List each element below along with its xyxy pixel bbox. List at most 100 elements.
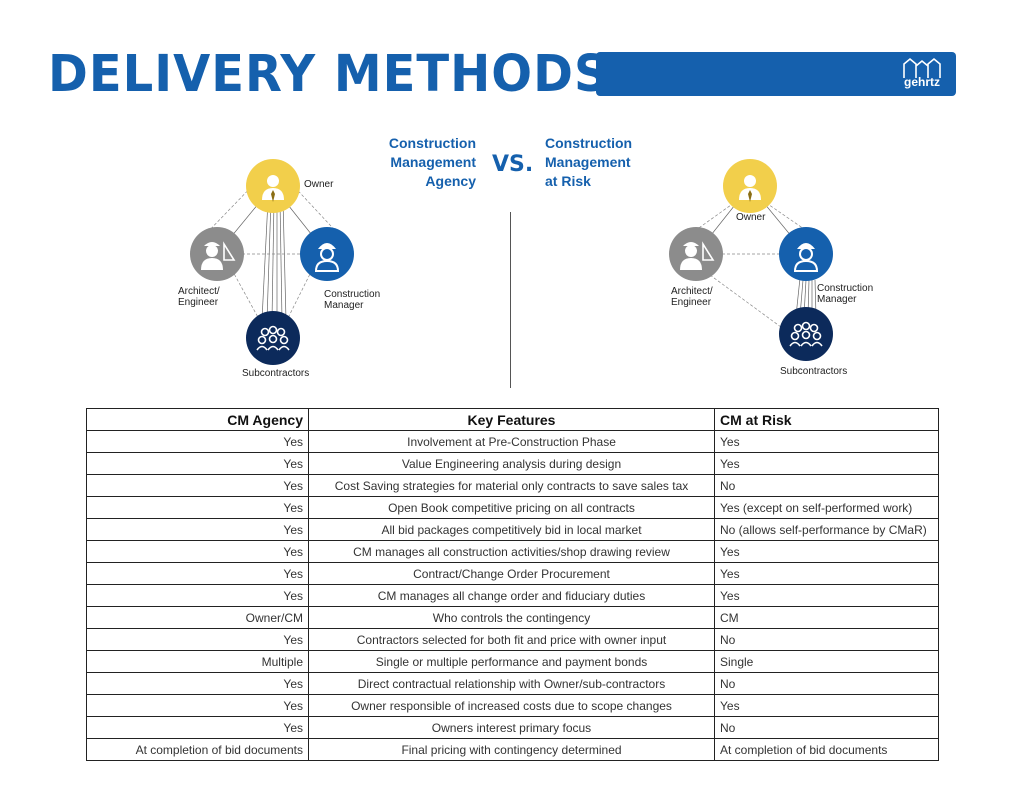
owner-icon — [262, 175, 284, 202]
cm-agency-cell: Owner/CM — [86, 606, 309, 629]
key-feature-cell: Direct contractual relationship with Own… — [308, 672, 715, 695]
cm-at-risk-cell: No — [714, 672, 939, 695]
cm-agency-cell: Yes — [86, 628, 309, 651]
table-header-row: CM Agency Key Features CM at Risk — [86, 408, 939, 431]
key-feature-cell: All bid packages competitively bid in lo… — [308, 518, 715, 541]
key-feature-cell: Who controls the contingency — [308, 606, 715, 629]
key-feature-cell: Contract/Change Order Procurement — [308, 562, 715, 585]
cm-at-risk-cell: No — [714, 628, 939, 651]
comparison-table: CM Agency Key Features CM at Risk Yes Inv… — [86, 408, 939, 761]
owner-icon — [739, 175, 761, 202]
key-feature-cell: Cost Saving strategies for material only… — [308, 474, 715, 497]
cm-at-risk-cell: Yes — [714, 562, 939, 585]
label-line: Engineer — [178, 297, 219, 308]
key-feature-cell: Owners interest primary focus — [308, 716, 715, 739]
table-row: Yes Owner responsible of increased costs … — [86, 694, 939, 717]
table-row: Yes Cost Saving strategies for material o… — [86, 474, 939, 497]
key-feature-cell: Single or multiple performance and payme… — [308, 650, 715, 673]
table-row: Yes CM manages all change order and fiduc… — [86, 584, 939, 607]
label-line: Engineer — [671, 297, 712, 308]
hardhat-worker-icon — [793, 243, 819, 272]
label-line: Construction — [324, 289, 381, 300]
construction-manager-node — [779, 227, 833, 281]
cm-agency-cell: Yes — [86, 562, 309, 585]
cm-agency-cell: Yes — [86, 672, 309, 695]
label-line: Construction — [817, 283, 874, 294]
key-feature-cell: Open Book competitive pricing on all con… — [308, 496, 715, 519]
cm-agency-cell: Yes — [86, 694, 309, 717]
subcontractors-label: Subcontractors — [780, 366, 848, 377]
cm-agency-cell: Yes — [86, 430, 309, 453]
table-row: Yes Value Engineering analysis during des… — [86, 452, 939, 475]
heading-line: at Risk — [545, 173, 591, 189]
cm-at-risk-cell: No — [714, 716, 939, 739]
relationship-diagrams — [190, 159, 833, 365]
table-row: Yes Open Book competitive pricing on all … — [86, 496, 939, 519]
cm-agency-cell: Yes — [86, 716, 309, 739]
vertical-divider — [510, 212, 511, 388]
cm-at-risk-cell: Yes — [714, 584, 939, 607]
cm-agency-diagram — [190, 159, 354, 365]
table-row: Yes Owners interest primary focus No — [86, 716, 939, 739]
cm-agency-cell: Yes — [86, 518, 309, 541]
cm-agency-cell: Yes — [86, 496, 309, 519]
heading-line: Management — [545, 154, 631, 170]
company-logo: gehrtz — [898, 56, 946, 92]
group-icon — [789, 321, 823, 347]
col-header-key-features: Key Features — [308, 408, 715, 431]
cm-at-risk-cell: Single — [714, 650, 939, 673]
heading-line: Management — [390, 154, 476, 170]
cm-agency-cell: At completion of bid documents — [86, 738, 309, 761]
table-row: Yes Direct contractual relationship with … — [86, 672, 939, 695]
key-feature-cell: CM manages all change order and fiduciar… — [308, 584, 715, 607]
cm-at-risk-diagram — [669, 159, 833, 361]
table-row: Yes Contract/Change Order Procurement Yes — [86, 562, 939, 585]
col-header-cm-at-risk: CM at Risk — [714, 408, 939, 431]
cm-agency-cell: Yes — [86, 540, 309, 563]
cm-at-risk-cell: Yes — [714, 430, 939, 453]
subcontractors-node — [779, 307, 833, 361]
key-feature-cell: Contractors selected for both fit and pr… — [308, 628, 715, 651]
cm-agency-heading: Construction Management Agency — [366, 134, 476, 191]
building-icon — [903, 57, 941, 78]
architect-label: Architect/ Engineer — [671, 286, 713, 308]
table-row: Owner/CM Who controls the contingency CM — [86, 606, 939, 629]
title-bar: gehrtz — [596, 52, 956, 96]
key-feature-cell: Owner responsible of increased costs due… — [308, 694, 715, 717]
table-row: Yes CM manages all construction activitie… — [86, 540, 939, 563]
group-icon — [256, 325, 290, 351]
cm-agency-cell: Multiple — [86, 650, 309, 673]
table-row: Multiple Single or multiple performance a… — [86, 650, 939, 673]
cm-at-risk-heading: Construction Management at Risk — [545, 134, 665, 191]
key-feature-cell: Involvement at Pre-Construction Phase — [308, 430, 715, 453]
cm-agency-cell: Yes — [86, 452, 309, 475]
page-title: DELIVERY METHODS — [48, 44, 610, 104]
subcontractors-label: Subcontractors — [242, 368, 310, 379]
vs-label: VS. — [492, 152, 534, 177]
architect-icon — [201, 241, 236, 270]
logo-text: gehrtz — [904, 75, 940, 89]
construction-manager-label: Construction Manager — [817, 283, 873, 305]
cm-at-risk-cell: Yes — [714, 452, 939, 475]
label-line: Manager — [817, 294, 857, 305]
table-row: At completion of bid documents Final pric… — [86, 738, 939, 761]
hardhat-worker-icon — [314, 243, 340, 272]
table-row: Yes Involvement at Pre-Construction Phase… — [86, 430, 939, 453]
heading-line: Construction — [545, 135, 633, 151]
heading-line: Agency — [425, 173, 476, 189]
key-feature-cell: Value Engineering analysis during design — [308, 452, 715, 475]
heading-line: Construction — [388, 135, 476, 151]
owner-label: Owner — [736, 212, 766, 223]
construction-manager-label: Construction Manager — [324, 289, 380, 311]
table-row: Yes Contractors selected for both fit and… — [86, 628, 939, 651]
owner-label: Owner — [304, 179, 334, 190]
cm-agency-cell: Yes — [86, 474, 309, 497]
label-line: Architect/ — [671, 286, 713, 297]
label-line: Manager — [324, 300, 364, 311]
cm-at-risk-cell: Yes — [714, 694, 939, 717]
cm-at-risk-cell: Yes (except on self-performed work) — [714, 496, 939, 519]
construction-manager-node — [300, 227, 354, 281]
architect-label: Architect/ Engineer — [178, 286, 220, 308]
col-header-cm-agency: CM Agency — [86, 408, 309, 431]
subcontractors-node — [246, 311, 300, 365]
